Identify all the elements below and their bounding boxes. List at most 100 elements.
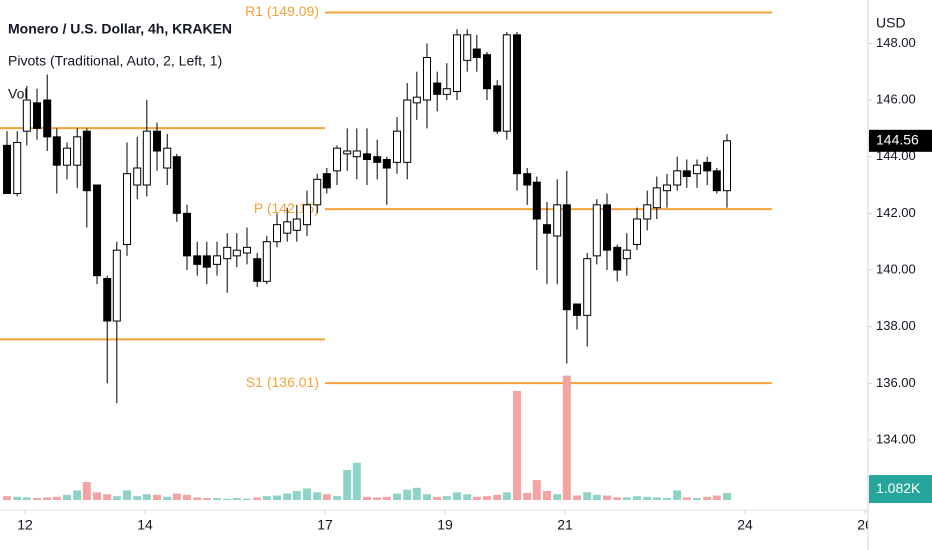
volume-bar xyxy=(682,497,691,500)
volume-bar xyxy=(393,493,402,500)
candle-body xyxy=(532,181,541,220)
volume-bar xyxy=(423,494,432,500)
candle-body xyxy=(603,204,612,251)
candle-body xyxy=(352,150,361,158)
volume-bar xyxy=(183,494,192,500)
x-tick-label: 19 xyxy=(437,517,453,533)
volume-bar xyxy=(123,490,132,500)
y-tick-label: 146.00 xyxy=(876,91,916,106)
volume-bar xyxy=(633,496,642,500)
candle-body xyxy=(82,130,91,192)
volume-bar xyxy=(52,496,61,500)
candle-body xyxy=(22,99,31,132)
volume-bar xyxy=(603,495,612,500)
volume-bar xyxy=(652,497,661,500)
x-tick-label: 24 xyxy=(737,517,753,533)
candle-body xyxy=(183,212,192,257)
candle-body xyxy=(502,34,511,132)
y-axis-label: USD xyxy=(876,15,906,31)
volume-bar xyxy=(142,494,151,500)
candle-body xyxy=(463,34,472,61)
candle-body xyxy=(223,246,232,260)
volume-bar xyxy=(463,494,472,500)
volume-bar xyxy=(253,497,262,500)
volume-bar xyxy=(133,496,142,500)
indicator-title: Pivots (Traditional, Auto, 2, Left, 1) xyxy=(8,53,222,69)
volume-bar xyxy=(583,492,592,500)
candle-body xyxy=(303,204,312,226)
candle-body xyxy=(343,150,352,155)
candle-body xyxy=(253,258,262,282)
volume-bar xyxy=(532,480,541,500)
candle-body xyxy=(553,204,562,237)
pivot-label: P (142.15) xyxy=(254,200,319,216)
x-tick-label: 14 xyxy=(137,517,153,533)
volume-bar xyxy=(172,493,181,500)
candle-body xyxy=(583,258,592,316)
candle-body xyxy=(543,224,552,234)
volume-bar xyxy=(82,482,91,500)
last-price-badge xyxy=(869,129,932,152)
pivot-label: R1 (149.09) xyxy=(245,3,319,19)
candle-body xyxy=(313,178,322,206)
volume-bar xyxy=(313,492,322,500)
volume-bar xyxy=(232,498,241,500)
candle-body xyxy=(202,255,211,268)
volume-bar xyxy=(442,496,451,500)
volume-bar xyxy=(283,493,292,500)
candle-body xyxy=(723,140,732,192)
candle-body xyxy=(33,102,42,129)
volume-bar xyxy=(63,494,72,500)
candle-body xyxy=(633,218,642,246)
y-tick-label: 142.00 xyxy=(876,205,916,220)
volume-bar xyxy=(493,494,502,500)
volume-bar xyxy=(723,493,732,500)
candle-body xyxy=(412,96,421,104)
candle-body xyxy=(373,156,382,163)
candle-body xyxy=(453,34,462,93)
candle-body xyxy=(123,173,132,246)
volume-bar xyxy=(292,491,301,500)
candle-body xyxy=(433,82,442,95)
candle-body xyxy=(472,48,481,59)
volume-bar xyxy=(483,496,492,500)
candle-body xyxy=(682,170,691,178)
volume-bar xyxy=(502,492,511,500)
x-tick-label: 17 xyxy=(317,517,333,533)
volume-bar xyxy=(163,496,172,500)
candle-body xyxy=(133,167,142,186)
volume-bar xyxy=(262,496,271,500)
badge-layer: 144.56 1.082K xyxy=(869,129,932,504)
candle-body xyxy=(243,246,252,254)
volume-bar xyxy=(373,497,382,500)
candle-body xyxy=(292,218,301,231)
y-axis: 134.00 136.00 138.00 140.00 142.00 144.00 146.… xyxy=(868,35,916,446)
volume-title: Vol xyxy=(8,86,27,102)
candle-body xyxy=(193,255,202,265)
candle-body xyxy=(103,278,112,322)
candle-body xyxy=(322,173,331,189)
pivot-layer: R1 (149.09) P (142.15) S1 (136.01) xyxy=(0,3,773,390)
volume-bar xyxy=(103,494,112,500)
volume-bar xyxy=(543,491,552,500)
candle-body xyxy=(493,85,502,132)
volume-bar xyxy=(712,495,721,500)
candle-body xyxy=(52,136,61,166)
candle-body xyxy=(213,255,222,265)
volume-bar xyxy=(472,496,481,500)
chart-title: Monero / U.S. Dollar, 4h, KRAKEN xyxy=(8,21,232,37)
candle-body xyxy=(693,164,702,175)
volume-bar xyxy=(33,498,42,500)
y-tick-label: 140.00 xyxy=(876,261,916,276)
candle-body xyxy=(153,130,162,152)
volume-badge-label: 1.082K xyxy=(876,480,921,496)
volume-bar xyxy=(673,490,682,500)
volume-bar xyxy=(22,497,31,500)
volume-bar xyxy=(243,498,252,500)
volume-bar xyxy=(693,498,702,500)
volume-bar xyxy=(643,496,652,500)
x-tick-label: 21 xyxy=(557,517,573,533)
volume-bar xyxy=(412,487,421,500)
volume-bar xyxy=(202,498,211,500)
